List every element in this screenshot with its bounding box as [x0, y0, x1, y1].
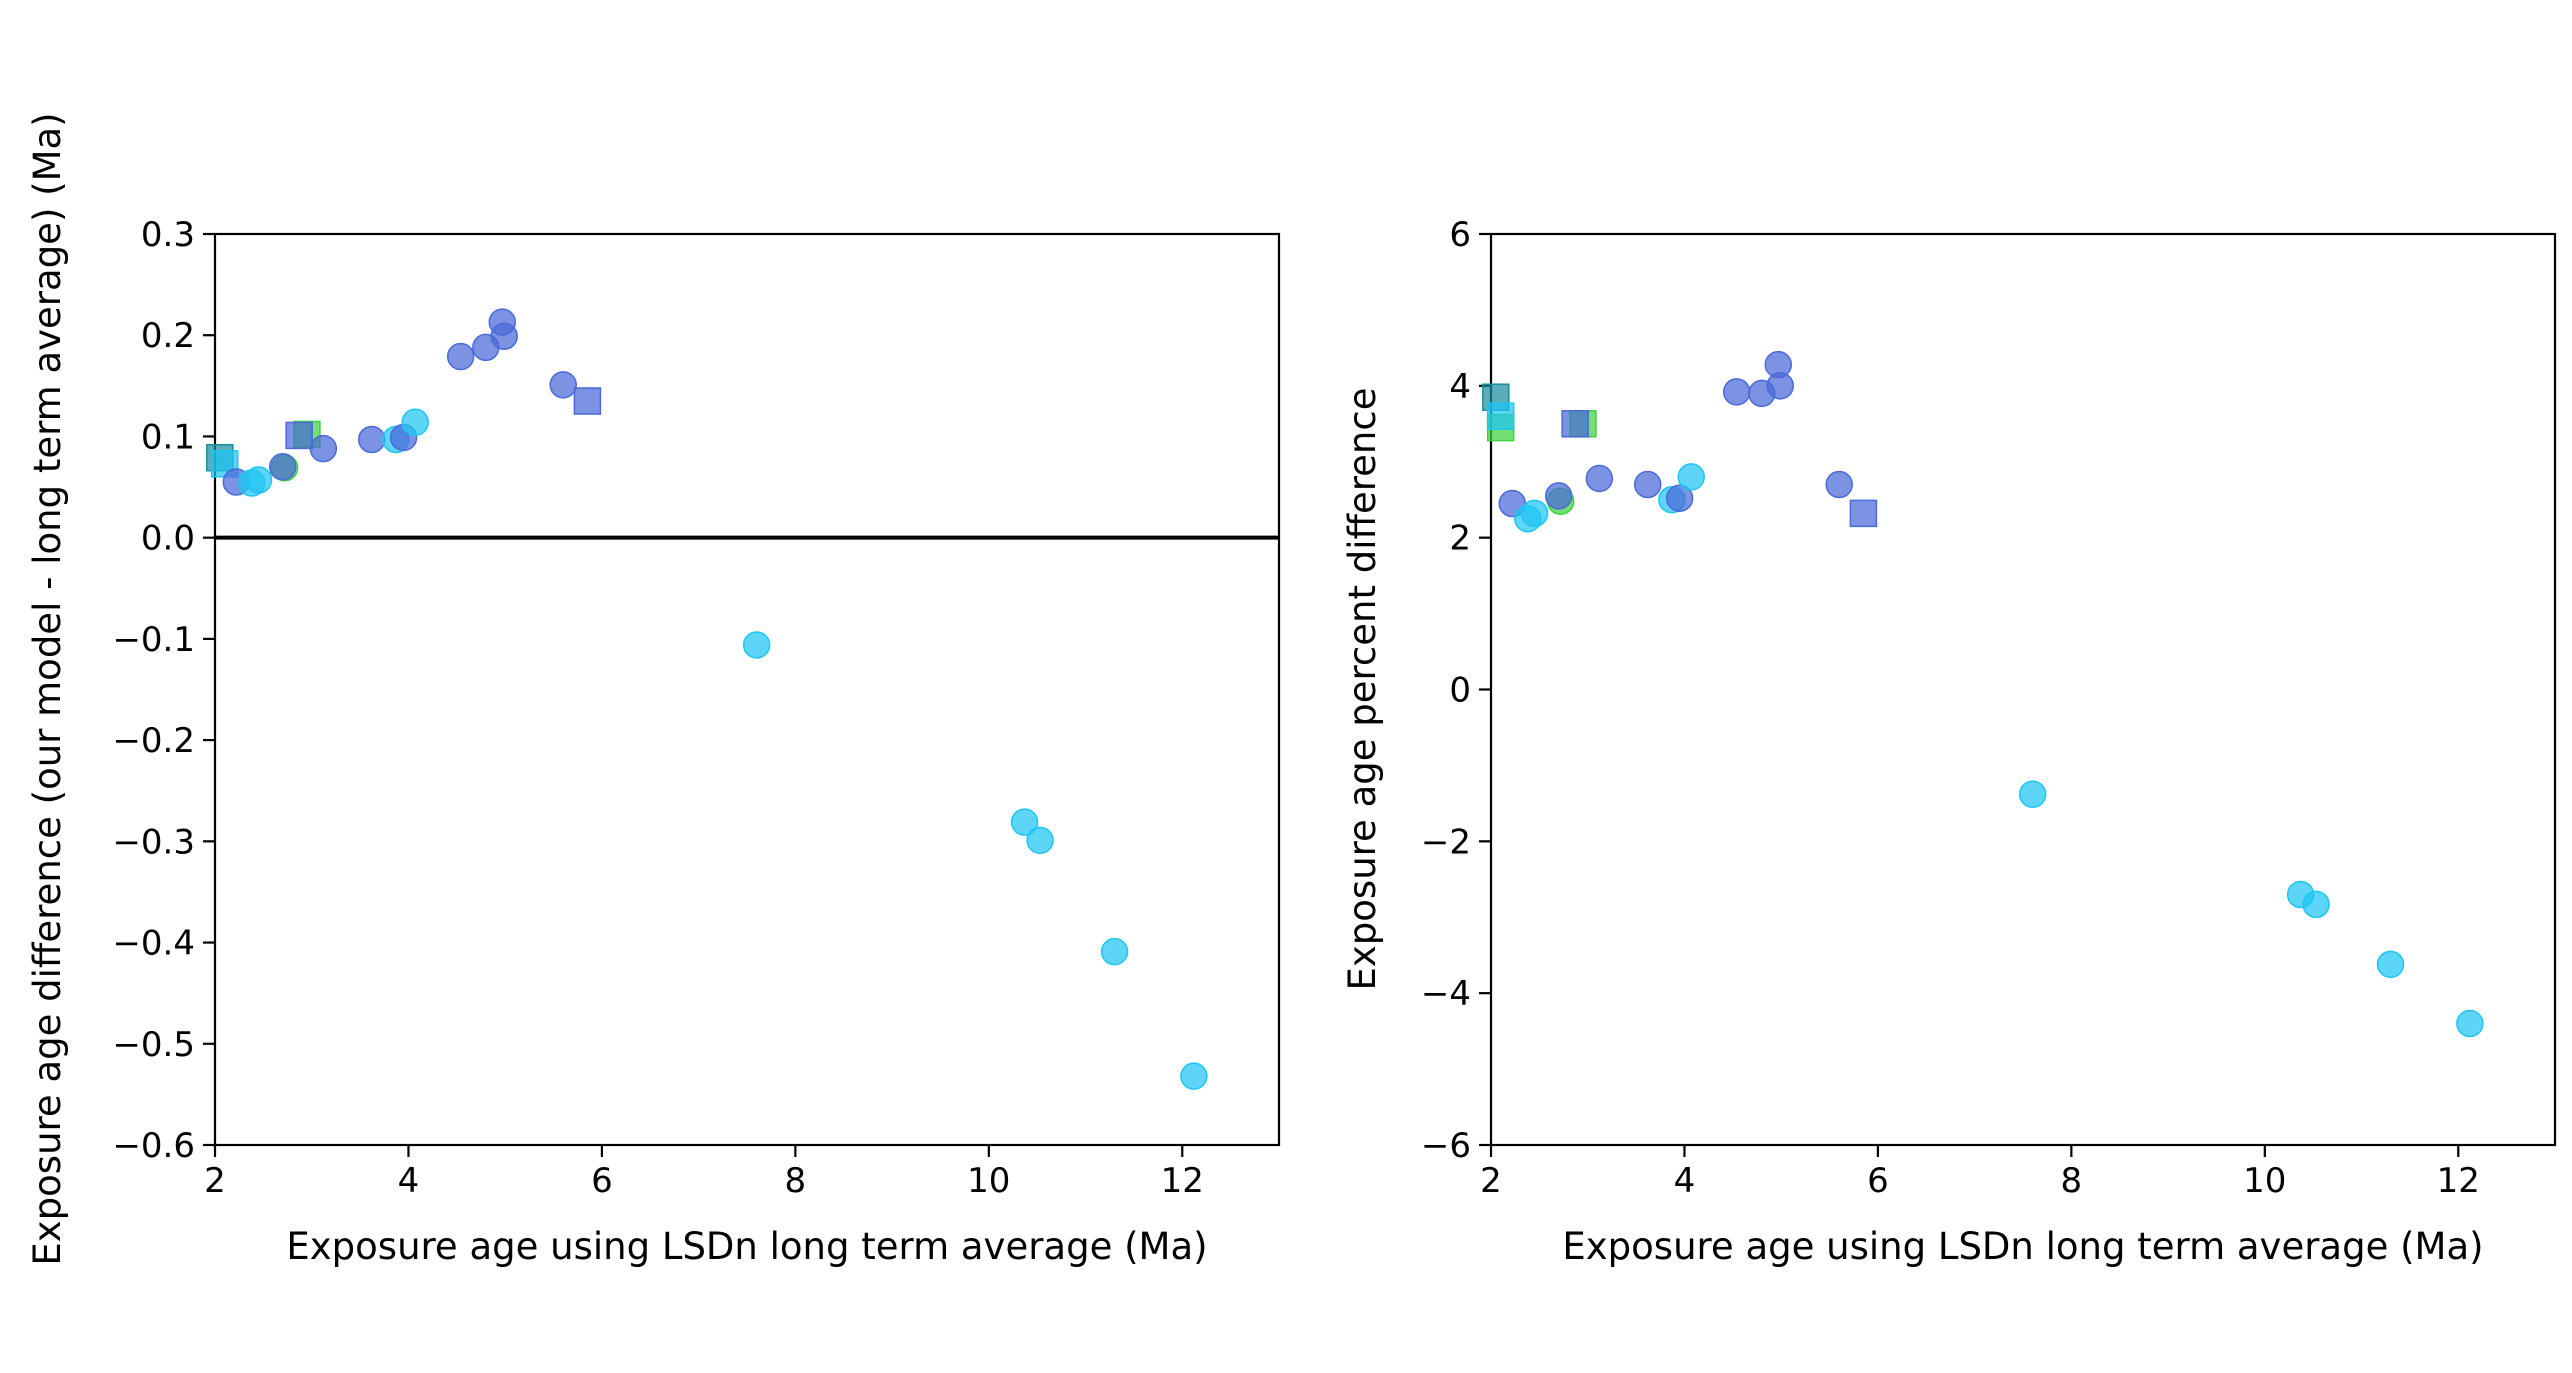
- left-circle-point: [1026, 826, 1054, 855]
- left-circle-point: [549, 371, 577, 399]
- right-x-tick-label: 2: [1480, 1161, 1502, 1201]
- left-circle-point: [309, 434, 338, 463]
- left-circle-point: [268, 453, 297, 481]
- left-y-tick-label: 0.1: [141, 417, 195, 457]
- right-square-point: [1849, 499, 1878, 528]
- left-axis-ticks: 2 4 6 8 10 12 0.3 0.2 0.1 0.0 −0.1 −0.2 −0.3 −0.4 −0.5…: [112, 215, 1203, 1201]
- left-x-tick-label: 6: [591, 1161, 613, 1201]
- left-y-tick-label: −0.3: [112, 822, 195, 862]
- left-y-tick-label: 0.2: [141, 316, 195, 356]
- right-y-tick-label: 2: [1449, 519, 1471, 559]
- left-x-tick-label: 2: [204, 1161, 226, 1201]
- left-x-axis-label: Exposure age using LSDn long term averag…: [286, 1225, 1207, 1268]
- right-circle-point: [1633, 470, 1662, 499]
- right-y-tick-label: 6: [1449, 215, 1471, 255]
- left-y-tick-label: 0.3: [141, 215, 195, 255]
- right-circle-point: [1766, 372, 1794, 400]
- left-circle-point: [742, 631, 771, 659]
- right-y-tick-label: −2: [1421, 822, 1471, 862]
- right-x-tick-label: 10: [2243, 1161, 2286, 1201]
- right-square-point: [1486, 402, 1515, 430]
- right-circle-point: [2456, 1009, 2484, 1038]
- left-circle-point: [401, 408, 429, 437]
- right-circle-point: [1544, 482, 1573, 510]
- right-circle-point: [1585, 464, 1614, 493]
- left-circle-point: [244, 466, 273, 494]
- right-x-axis-label: Exposure age using LSDn long term averag…: [1562, 1225, 2483, 1268]
- left-y-tick-label: −0.2: [112, 721, 195, 761]
- left-circle-point: [357, 425, 386, 454]
- left-y-tick-label: −0.1: [112, 620, 195, 660]
- left-y-tick-label: −0.6: [112, 1126, 195, 1166]
- right-y-tick-label: 4: [1449, 367, 1471, 407]
- left-circle-point: [490, 322, 518, 350]
- left-circle-point: [1180, 1062, 1208, 1090]
- right-x-tick-label: 8: [2061, 1161, 2083, 1201]
- left-chart-panel: 2 4 6 8 10 12 0.3 0.2 0.1 0.0 −0.1 −0.2 −0.3 −0.4 −0.5…: [26, 112, 1281, 1268]
- right-x-tick-label: 4: [1674, 1161, 1696, 1201]
- right-circle-point: [2302, 890, 2330, 919]
- left-x-tick-label: 12: [1161, 1161, 1204, 1201]
- right-square-point: [1561, 410, 1589, 438]
- right-chart-panel: 2 4 6 8 10 12 6 4 2 0 −2 −4 −6 Exposure age using LS…: [1341, 215, 2557, 1268]
- right-circle-point: [1722, 378, 1751, 406]
- left-data-points: [206, 308, 1279, 1090]
- right-y-tick-label: −6: [1421, 1126, 1471, 1166]
- right-data-points: [1482, 350, 2484, 1038]
- right-circle-point: [2376, 950, 2405, 979]
- left-circle-point: [1010, 808, 1039, 836]
- left-circle-point: [1100, 937, 1129, 966]
- left-y-tick-label: 0.0: [141, 519, 195, 559]
- right-circle-point: [2018, 780, 2047, 809]
- left-square-point: [573, 387, 602, 415]
- right-x-tick-label: 12: [2437, 1161, 2480, 1201]
- right-circle-point: [1520, 499, 1549, 528]
- right-circle-point: [1677, 463, 1705, 491]
- left-plot-frame: [213, 232, 1281, 1147]
- right-y-tick-label: −4: [1421, 974, 1471, 1014]
- left-square-point: [285, 421, 313, 450]
- left-y-axis-label: Exposure age difference (our model - lon…: [26, 112, 69, 1265]
- right-y-axis-label: Exposure age percent difference: [1341, 388, 1384, 991]
- left-x-tick-label: 10: [967, 1161, 1010, 1201]
- right-x-tick-label: 6: [1867, 1161, 1889, 1201]
- left-y-tick-label: −0.4: [112, 924, 195, 964]
- left-x-tick-label: 8: [785, 1161, 807, 1201]
- right-circle-point: [1665, 484, 1694, 512]
- left-circle-point: [446, 342, 475, 371]
- right-circle-point: [1825, 470, 1853, 499]
- right-y-tick-label: 0: [1449, 671, 1471, 711]
- left-y-tick-label: −0.5: [112, 1025, 195, 1065]
- right-axis-ticks: 2 4 6 8 10 12 6 4 2 0 −2 −4 −6: [1421, 215, 2480, 1201]
- left-x-tick-label: 4: [398, 1161, 420, 1201]
